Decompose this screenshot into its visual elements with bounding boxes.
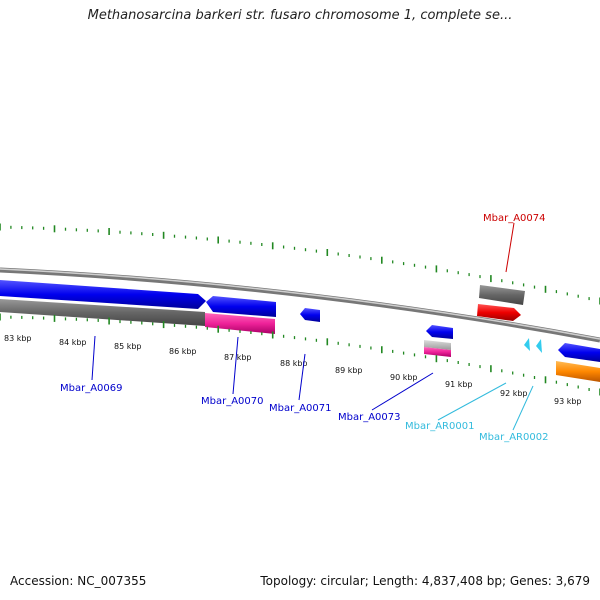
genome-summary: Topology: circular; Length: 4,837,408 bp… (260, 574, 590, 588)
tick-label: 83 kbp (4, 334, 32, 343)
map-title: Methanosarcina barkeri str. fusaro chrom… (87, 8, 513, 23)
gene-feature-next-blue[interactable] (558, 343, 600, 362)
gene-feature-mbar-a0073[interactable] (426, 325, 453, 339)
gene-labels: Mbar_A0069 Mbar_A0070 Mbar_A0071 Mbar_A0… (60, 213, 548, 443)
tick-label: 89 kbp (335, 366, 363, 375)
outer-tick-ring (0, 223, 600, 305)
accession-label: Accession: NC_007355 (10, 574, 147, 588)
gene-label-mbar-a0073[interactable]: Mbar_A0073 (338, 412, 401, 423)
tick-label: 84 kbp (59, 338, 87, 347)
tick-label: 87 kbp (224, 353, 252, 362)
inner-tick-ring (0, 313, 600, 396)
gene-track (0, 280, 600, 382)
tick-label: 91 kbp (445, 380, 473, 389)
label-leaders (91, 222, 534, 431)
gene-feature-mbar-a0073-pink[interactable] (424, 347, 451, 357)
gene-label-mbar-ar0002[interactable]: Mbar_AR0002 (479, 432, 548, 443)
gene-feature-mbar-a0070[interactable] (206, 296, 276, 317)
gene-feature-mbar-a0070-pink[interactable] (205, 313, 275, 334)
gene-label-mbar-a0074[interactable]: Mbar_A0074 (483, 213, 546, 224)
tick-labels: 83 kbp 84 kbp 85 kbp 86 kbp 87 kbp 88 kb… (4, 334, 582, 406)
gene-feature-mbar-a0069-gray[interactable] (0, 299, 205, 326)
trna-feature-mbar-ar0001[interactable] (524, 338, 530, 351)
trna-feature-mbar-ar0002[interactable] (536, 339, 542, 353)
gene-feature-mbar-a0071[interactable] (300, 308, 320, 322)
gene-label-mbar-ar0001[interactable]: Mbar_AR0001 (405, 421, 474, 432)
gene-feature-mbar-a0069[interactable] (0, 280, 206, 309)
chromosome-backbone-highlight (0, 268, 600, 340)
gene-feature-next-orange[interactable] (556, 361, 600, 382)
tick-label: 88 kbp (280, 359, 308, 368)
gene-feature-mbar-a0073-light[interactable] (424, 340, 451, 350)
gene-label-mbar-a0071[interactable]: Mbar_A0071 (269, 403, 332, 414)
tick-label: 92 kbp (500, 389, 528, 398)
gene-feature-mbar-a0074-gray[interactable] (479, 285, 525, 305)
tick-label: 85 kbp (114, 342, 142, 351)
tick-label: 93 kbp (554, 397, 582, 406)
gene-label-mbar-a0070[interactable]: Mbar_A0070 (201, 396, 264, 407)
gene-feature-mbar-a0074[interactable] (477, 304, 521, 321)
tick-label: 90 kbp (390, 373, 418, 382)
gene-label-mbar-a0069[interactable]: Mbar_A0069 (60, 383, 123, 394)
chromosome-backbone (0, 267, 600, 343)
tick-label: 86 kbp (169, 347, 197, 356)
